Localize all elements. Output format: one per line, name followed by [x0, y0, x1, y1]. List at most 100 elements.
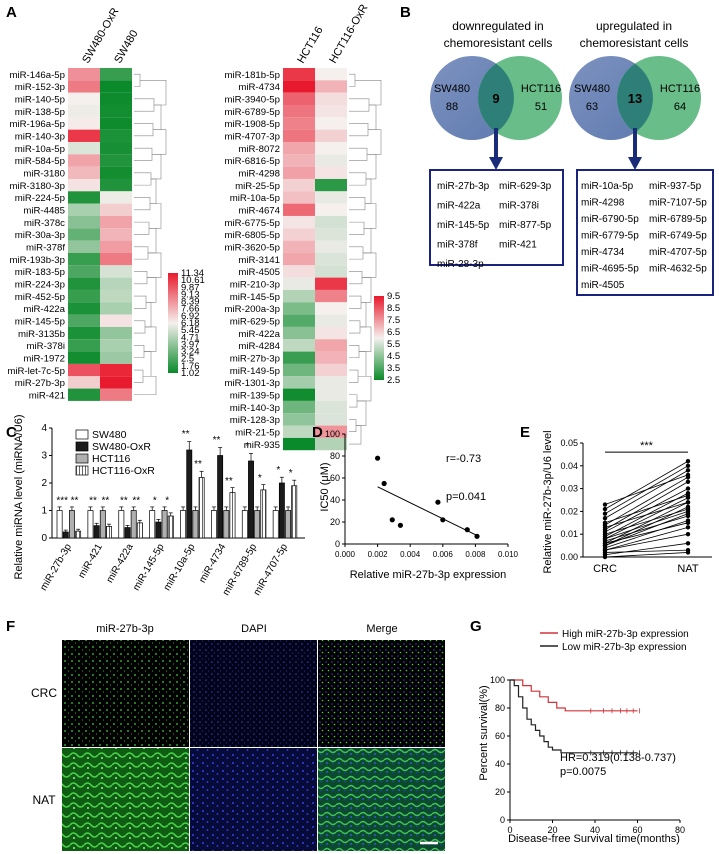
- heatmap-legend-tick: 6.5: [387, 327, 400, 338]
- heatmap-cell: [100, 277, 132, 290]
- heatmap-row-label: miR-3141: [238, 255, 280, 266]
- heatmap-cell: [315, 400, 347, 414]
- paired-line: [604, 497, 689, 540]
- heatmap-cell: [315, 215, 347, 229]
- bar-legend-swatch: [75, 441, 89, 452]
- bar-chart-ytick-label: 0: [41, 533, 47, 544]
- heatmap-cell: [68, 277, 100, 290]
- heatmap-cell: [315, 228, 347, 241]
- bar: [124, 527, 131, 539]
- bar: [198, 477, 205, 539]
- heatmap-row-label: miR-6775-5p: [224, 218, 280, 229]
- paired-point-nat: [685, 513, 691, 519]
- heatmap-cell: [315, 129, 347, 142]
- heatmap-legend-tick: 6.92: [181, 311, 200, 322]
- venn-list-item: miR-4505: [581, 280, 625, 291]
- venn-right-title-2: chemoresistant cells: [580, 36, 689, 50]
- heatmap-row-label: miR-138-5p: [15, 107, 65, 118]
- scatter-ytick-label: 80: [330, 451, 340, 461]
- dendrogram-branch: [151, 154, 162, 180]
- venn-list-item: miR-4695-5p: [581, 264, 639, 275]
- heatmap-legend-tick: 11.34: [181, 268, 204, 279]
- paired-sig-label: ***: [640, 440, 654, 452]
- heatmap-row-label: miR-149-5p: [230, 366, 280, 377]
- km-ytick-label: 20: [495, 787, 505, 797]
- heatmap-cell: [68, 154, 100, 167]
- heatmap-row-label: miR-3180-3p: [9, 181, 65, 192]
- venn-list-item: miR-28-3p: [437, 259, 484, 270]
- scatter-xtick-label: 0.000: [335, 550, 356, 559]
- venn-list-item: miR-877-5p: [499, 220, 552, 231]
- panel-e: E Relative miR-27b-3p/U6 level 0.000.010…: [520, 424, 712, 575]
- heatmap-cell: [68, 326, 100, 340]
- bar: [155, 521, 162, 539]
- bar-chart-category-label: miR-421: [76, 542, 105, 581]
- heatmap-cell: [315, 191, 347, 204]
- heatmap-row-label: miR-27b-3p: [230, 353, 280, 364]
- venn-list-item: miR-421: [499, 240, 537, 251]
- scatter-ic50: 0 20 40 60 80 100 0.000 0.002 0.004 0.006 0.008 0.0…: [325, 429, 519, 559]
- heatmap-legend-tick: 3.97: [181, 339, 200, 350]
- paired-xtick-label: CRC: [593, 563, 617, 575]
- venn-left-list-col2: miR-629-3p miR-378i miR-877-5p miR-421: [499, 181, 552, 251]
- heatmap-cell: [315, 425, 347, 438]
- paired-point-nat: [685, 520, 691, 525]
- heatmap-cell: [100, 339, 132, 352]
- heatmap-row-label: miR-3180: [23, 169, 65, 180]
- heatmap-row-label: miR-25-5p: [235, 181, 280, 192]
- heatmap-cell: [68, 388, 100, 401]
- heatmap-row-label: miR-210-3p: [230, 279, 280, 290]
- paired-point-crc: [602, 516, 608, 521]
- heatmap-cell: [100, 166, 132, 179]
- bar-chart-category-label: miR-145-5p: [131, 542, 167, 593]
- venn-right-a-label: SW480: [574, 83, 610, 95]
- paired-point-crc: [602, 506, 608, 512]
- heatmap-cell: [100, 104, 132, 118]
- venn-list-item: miR-10a-5p: [581, 181, 634, 192]
- dendrogram-branch: [134, 320, 146, 334]
- heatmap-cell: [283, 339, 315, 352]
- heatmap-row-label: miR-422a: [23, 304, 65, 315]
- micrograph-nat-mir27b: [62, 748, 189, 851]
- heatmap-cell: [283, 166, 315, 179]
- heatmap-row-label: miR-422a: [238, 329, 280, 340]
- heatmap-cell: [68, 314, 100, 327]
- bar-legend-swatch: [75, 429, 89, 440]
- paired-ytick-label: 0.00: [560, 552, 578, 562]
- venn-list-item: miR-6779-5p: [581, 231, 639, 242]
- scatter-xtick-label: 0.006: [433, 550, 454, 559]
- dendrogram-branch: [134, 98, 155, 112]
- bar: [248, 460, 254, 539]
- venn-list-item: miR-6749-5p: [649, 231, 707, 242]
- bar: [87, 510, 94, 539]
- dendrogram-branch: [357, 375, 372, 402]
- paired-point-crc: [602, 520, 608, 525]
- km-ytick-label: 60: [495, 731, 505, 741]
- heatmap-cell: [283, 141, 315, 155]
- panel-letter-e: E: [520, 424, 530, 441]
- micrograph-col-title-3: Merge: [366, 623, 397, 635]
- heatmap-row-label: miR-140-3p: [15, 132, 65, 143]
- venn-list-item: miR-4707-5p: [649, 247, 707, 258]
- venn-left-b-label: HCT116: [521, 83, 561, 95]
- bar: [167, 515, 174, 539]
- heatmap-row-label: miR-146a-5p: [9, 70, 65, 81]
- micrograph-row-label-crc: CRC: [31, 686, 57, 700]
- heatmap-row-label: miR-27b-3p: [15, 378, 65, 389]
- bar: [93, 525, 100, 539]
- scatter-point: [474, 533, 480, 539]
- heatmap-column-label: SW480: [112, 28, 140, 65]
- bar-significance: **: [182, 429, 190, 440]
- heatmap-legend-tick: 8.5: [387, 303, 400, 314]
- km-legend-low: Low miR-27b-3p expression: [562, 642, 687, 653]
- heatmap-cell: [100, 80, 132, 93]
- heatmap-cell: [315, 376, 347, 389]
- heatmap-cell: [315, 252, 347, 266]
- bar: [186, 449, 193, 539]
- heatmap-legend-tick: 5.45: [181, 325, 200, 336]
- bar-significance: *: [165, 495, 169, 506]
- venn-right-list-col2: miR-937-5p miR-7107-5p miR-6789-5p miR-6749…: [649, 181, 707, 275]
- paired-plot: 0.00 0.01 0.02 0.03 0.04 0.05 CRC NAT ***: [560, 438, 712, 575]
- heatmap-cell: [100, 228, 132, 241]
